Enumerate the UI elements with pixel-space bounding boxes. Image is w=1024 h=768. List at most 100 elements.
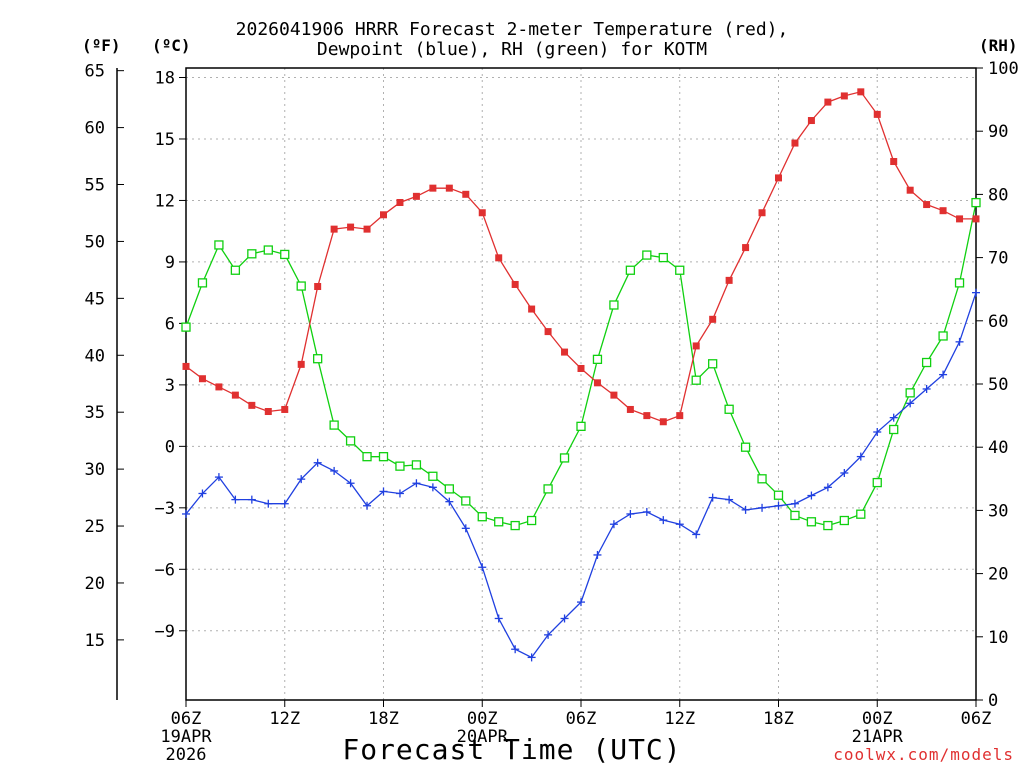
rh-point <box>280 249 290 260</box>
dewpoint-point <box>741 505 750 514</box>
dewpoint-point <box>363 501 372 510</box>
rh-tick-label: 50 <box>988 375 1008 395</box>
dewpoint-point <box>708 493 717 502</box>
rh-point <box>576 421 586 431</box>
rh-point <box>905 388 915 398</box>
temperature-point <box>561 348 569 356</box>
temperature-point <box>643 412 651 420</box>
temperature-point <box>429 184 437 192</box>
series-temperature <box>182 88 980 426</box>
rh-point <box>856 509 866 519</box>
rh-point <box>625 265 636 275</box>
dewpoint-point <box>511 645 520 654</box>
temperature-point <box>890 158 898 166</box>
celsius-tick-label: 9 <box>165 253 175 273</box>
rh-tick-label: 10 <box>988 628 1008 648</box>
rh-point <box>921 357 932 368</box>
dewpoint-point <box>873 428 882 437</box>
x-date-label: 21APR <box>852 727 904 747</box>
temperature-point <box>462 190 470 198</box>
rh-tick-label: 40 <box>988 438 1008 458</box>
fahrenheit-tick-label: 30 <box>85 460 105 480</box>
rh-point <box>181 322 191 332</box>
x-tick-label: 00Z <box>862 709 893 729</box>
fahrenheit-tick-label: 60 <box>85 119 105 139</box>
x-date-label: 19APR <box>160 727 212 747</box>
fahrenheit-tick-label: 20 <box>85 574 105 594</box>
rh-point <box>345 436 356 446</box>
celsius-tick-label: −3 <box>155 499 175 519</box>
temperature-point <box>873 110 881 118</box>
rh-point <box>806 517 817 527</box>
x-tick-label: 06Z <box>961 709 992 729</box>
rh-tick-label: 70 <box>988 249 1008 269</box>
temperature-point <box>412 192 420 200</box>
rh-point <box>872 477 882 488</box>
x-tick-label: 00Z <box>467 709 498 729</box>
rh-point <box>313 354 323 364</box>
rh-point <box>197 278 208 288</box>
rh-point <box>444 484 454 494</box>
temperature-point <box>182 362 190 370</box>
dewpoint-point <box>494 614 503 623</box>
dewpoint-point <box>445 497 454 506</box>
rh-point <box>477 512 487 522</box>
rh-point <box>329 420 339 430</box>
temperature-point <box>692 342 700 350</box>
dewpoint-point <box>626 509 635 518</box>
celsius-tick-label: 15 <box>155 130 175 150</box>
rh-tick-label: 100 <box>988 59 1019 79</box>
dewpoint-point <box>198 489 207 498</box>
rh-point <box>790 510 800 521</box>
dewpoint-point <box>692 530 701 539</box>
x-tick-label: 18Z <box>368 709 399 729</box>
temperature-point <box>956 215 964 223</box>
fahrenheit-tick-label: 45 <box>85 289 105 309</box>
rh-point <box>526 515 537 526</box>
dewpoint-point <box>593 550 602 559</box>
dewpoint-point <box>313 458 322 467</box>
dewpoint-point <box>560 614 569 623</box>
temperature-point <box>297 360 305 368</box>
rh-point <box>675 265 685 275</box>
temperature-point <box>676 412 684 420</box>
dewpoint-point <box>856 452 865 461</box>
fahrenheit-axis-unit: (ºF) <box>82 36 121 55</box>
fahrenheit-tick-label: 50 <box>85 232 105 252</box>
series-dewpoint <box>182 288 980 662</box>
dewpoint-point <box>231 495 240 504</box>
rh-point <box>823 520 833 531</box>
temperature-point <box>758 209 766 217</box>
dewpoint-point <box>379 487 388 496</box>
temperature-point <box>906 186 914 194</box>
rh-point <box>691 375 701 385</box>
temperature-point <box>380 211 387 219</box>
dewpoint-point <box>214 473 223 482</box>
rh-point <box>954 278 965 288</box>
temperature-point <box>807 117 815 125</box>
dewpoint-point <box>527 653 536 662</box>
dewpoint-point <box>889 413 898 422</box>
temperature-point <box>857 88 865 96</box>
dewpoint-point <box>790 499 799 508</box>
dewpoint-point <box>659 516 668 525</box>
temperature-point <box>544 328 552 336</box>
temperature-point <box>840 92 848 100</box>
rh-axis-unit: (RH) <box>979 36 1018 55</box>
rh-point <box>214 240 224 250</box>
dewpoint-point <box>280 499 289 508</box>
dewpoint-point <box>725 495 734 504</box>
rh-point <box>543 484 553 494</box>
rh-point <box>708 359 718 369</box>
dewpoint-point <box>428 483 437 492</box>
rh-point <box>609 300 619 310</box>
temperature-point <box>231 391 239 399</box>
dewpoint-point <box>939 370 948 379</box>
temperature-point <box>725 276 733 284</box>
fahrenheit-tick-label: 40 <box>85 346 105 366</box>
temperature-point <box>264 408 272 416</box>
rh-point <box>263 245 273 255</box>
temperature-point <box>824 98 832 106</box>
rh-point <box>642 250 652 260</box>
temperature-point <box>363 225 371 233</box>
